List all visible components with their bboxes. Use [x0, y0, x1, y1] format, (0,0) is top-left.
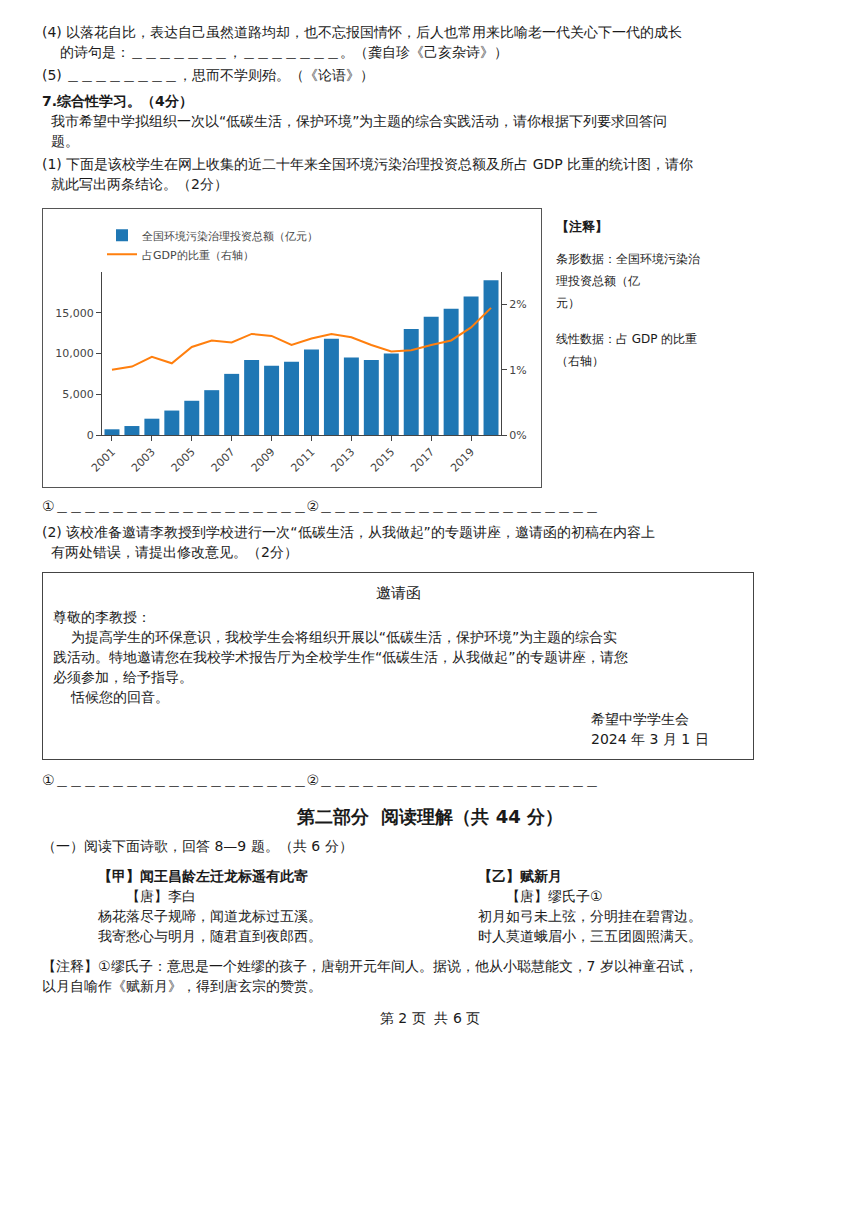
html-text:元）: 元） [556, 296, 580, 310]
html-text:邀请函: 邀请函 [375, 584, 421, 602]
svg-text:2019: 2019 [448, 446, 477, 475]
svg-text:15,000: 15,000 [55, 307, 94, 320]
html-text:第二部分 阅读理解（共 44 分）: 第二部分 阅读理解（共 44 分） [296, 806, 564, 827]
html-text:(2) 该校准备邀请李教授到学校进行一次“低碳生活，从我做起: (2) 该校准备邀请李教授到学校进行一次“低碳生活，从我做起”的专题讲座，邀请函… [42, 524, 655, 540]
html-text:①＿＿＿＿＿＿＿＿＿＿＿＿＿＿＿＿＿＿②＿＿＿＿＿＿＿＿＿＿: ①＿＿＿＿＿＿＿＿＿＿＿＿＿＿＿＿＿＿②＿＿＿＿＿＿＿＿＿＿＿＿＿＿＿＿＿＿＿＿ [42, 772, 600, 788]
html-text:【唐】李白: 【唐】李白 [126, 888, 196, 904]
html-text:线性数据：占 GDP 的比重: 线性数据：占 GDP 的比重 [556, 332, 698, 346]
svg-text:5,000: 5,000 [62, 388, 94, 401]
svg-text:2003: 2003 [129, 446, 158, 475]
svg-text:全国环境污染治理投资总额（亿元）: 全国环境污染治理投资总额（亿元） [142, 230, 318, 243]
html-text:就此写出两条结论。（2分）: 就此写出两条结论。（2分） [42, 176, 228, 192]
svg-text:0: 0 [87, 429, 94, 442]
html-text:恬候您的回音。: 恬候您的回音。 [53, 689, 169, 705]
svg-text:2001: 2001 [89, 446, 118, 475]
html-text:时人莫道蛾眉小，三五团圆照满天。: 时人莫道蛾眉小，三五团圆照满天。 [478, 928, 702, 944]
html-text:为提高学生的环保意识，我校学生会将组织开展以“低碳生活，保护: 为提高学生的环保意识，我校学生会将组织开展以“低碳生活，保护环境”为主题的综合实 [53, 629, 618, 645]
html-text:（一）阅读下面诗歌，回答 8—9 题。（共 6 分）: （一）阅读下面诗歌，回答 8—9 题。（共 6 分） [42, 838, 353, 854]
html-text:践活动。特地邀请您在我校学术报告厅为全校学生作“低碳生活，从: 践活动。特地邀请您在我校学术报告厅为全校学生作“低碳生活，从我做起”的专题讲座，… [53, 649, 628, 665]
html-text:题。: 题。 [42, 133, 79, 149]
svg-text:1%: 1% [509, 364, 526, 377]
svg-text:2013: 2013 [328, 446, 357, 475]
html-text:必须参加，给予指导。: 必须参加，给予指导。 [53, 669, 193, 685]
svg-text:2015: 2015 [368, 446, 397, 475]
html-text:(5) ＿＿＿＿＿＿＿＿，思而不学则殆。（《论语》）: (5) ＿＿＿＿＿＿＿＿，思而不学则殆。（《论语》） [42, 67, 375, 83]
html-text:7.综合性学习。（4分）: 7.综合性学习。（4分） [42, 93, 193, 109]
svg-text:占GDP的比重（右轴）: 占GDP的比重（右轴） [142, 249, 254, 262]
html-text:【注释】: 【注释】 [556, 219, 608, 234]
svg-text:2005: 2005 [169, 446, 198, 475]
html-text:①＿＿＿＿＿＿＿＿＿＿＿＿＿＿＿＿＿＿②＿＿＿＿＿＿＿＿＿＿: ①＿＿＿＿＿＿＿＿＿＿＿＿＿＿＿＿＿＿②＿＿＿＿＿＿＿＿＿＿＿＿＿＿＿＿＿＿＿＿ [42, 498, 600, 514]
html-text:理投资总额（亿: 理投资总额（亿 [556, 274, 640, 288]
html-text:初月如弓未上弦，分明挂在碧霄边。: 初月如弓未上弦，分明挂在碧霄边。 [478, 908, 702, 924]
html-text:2024 年 3 月 1 日: 2024 年 3 月 1 日 [591, 731, 709, 747]
html-text:【甲】闻王昌龄左迁龙标遥有此寄: 【甲】闻王昌龄左迁龙标遥有此寄 [98, 868, 308, 884]
svg-text:2%: 2% [509, 298, 526, 311]
html-text:我市希望中学拟组织一次以“低碳生活，保护环境”为主题的综合实: 我市希望中学拟组织一次以“低碳生活，保护环境”为主题的综合实践活动，请你根据下列… [42, 113, 668, 129]
html-text:的诗句是：＿＿＿＿＿＿＿，＿＿＿＿＿＿＿。（龚自珍《己亥杂诗: 的诗句是：＿＿＿＿＿＿＿，＿＿＿＿＿＿＿。（龚自珍《己亥杂诗》） [42, 44, 508, 60]
html-text:有两处错误，请提出修改意见。（2分）: 有两处错误，请提出修改意见。（2分） [42, 544, 298, 560]
html-text:第 2 页 共 6 页: 第 2 页 共 6 页 [379, 1010, 481, 1026]
html-text:希望中学学生会: 希望中学学生会 [591, 711, 689, 727]
svg-text:2017: 2017 [408, 446, 437, 475]
html-text:(4) 以落花自比，表达自己虽然道路均却，也不忘报国情怀，后: (4) 以落花自比，表达自己虽然道路均却，也不忘报国情怀，后人也常用来比喻老一代… [42, 24, 683, 40]
svg-text:10,000: 10,000 [55, 347, 94, 360]
html-text:(1) 下面是该校学生在网上收集的近二十年来全国环境污染治理: (1) 下面是该校学生在网上收集的近二十年来全国环境污染治理投资总额及所占 GD… [42, 156, 694, 172]
svg-text:2009: 2009 [249, 446, 278, 475]
html-text:以月自喻作《赋新月》，得到唐玄宗的赞赏。: 以月自喻作《赋新月》，得到唐玄宗的赞赏。 [42, 978, 322, 994]
html-text:杨花落尽子规啼，闻道龙标过五溪。: 杨花落尽子规啼，闻道龙标过五溪。 [98, 908, 322, 924]
html-text:（右轴）: （右轴） [556, 354, 604, 368]
html-text:【唐】缪氏子①: 【唐】缪氏子① [506, 888, 603, 904]
html-text:条形数据：全国环境污染治: 条形数据：全国环境污染治 [556, 252, 700, 266]
svg-text:2011: 2011 [288, 446, 317, 475]
svg-text:0%: 0% [509, 429, 526, 442]
html-text:尊敬的李教授：: 尊敬的李教授： [53, 609, 151, 625]
html-text:【乙】赋新月: 【乙】赋新月 [478, 868, 562, 884]
svg-text:2007: 2007 [209, 446, 238, 475]
html-text:我寄愁心与明月，随君直到夜郎西。: 我寄愁心与明月，随君直到夜郎西。 [98, 928, 322, 944]
html-text:【注释】①缪氏子：意思是一个姓缪的孩子，唐朝开元年间人。据说: 【注释】①缪氏子：意思是一个姓缪的孩子，唐朝开元年间人。据说，他从小聪慧能文，7… [42, 958, 698, 974]
